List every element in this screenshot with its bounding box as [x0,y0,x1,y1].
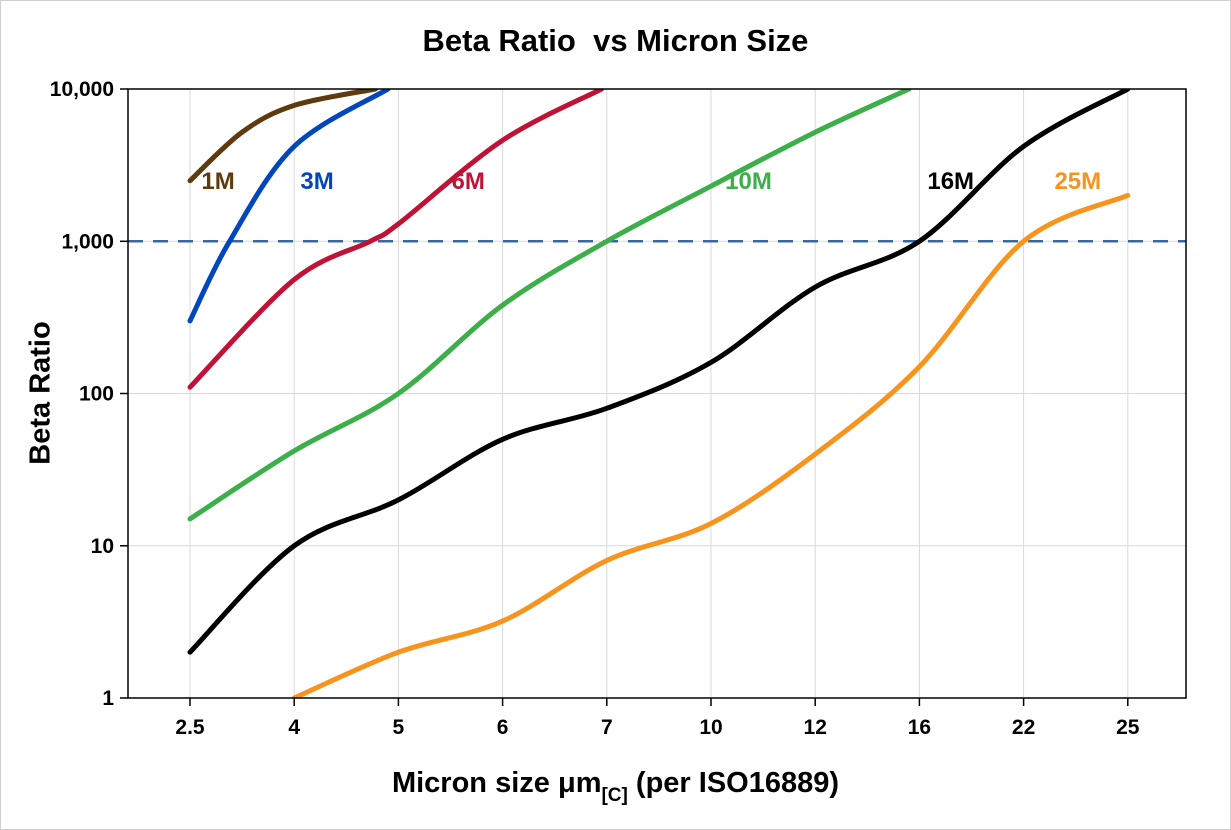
x-tick-label: 12 [804,716,827,739]
series-10M-line [187,89,912,522]
x-tick-label: 16 [908,716,931,739]
x-tick-label: 10 [699,716,722,739]
x-tick-label: 6 [497,716,509,739]
series-16M-line [187,89,1131,655]
series-3M-line [187,89,391,324]
series-10M-label: 10M [725,168,772,195]
y-tick-label: 10 [91,535,114,558]
y-tick-label: 10,000 [50,78,114,101]
gridlines [128,89,1186,698]
x-tick-label: 4 [288,716,300,739]
y-tick-label: 100 [79,383,114,406]
series-1M-line [187,89,378,184]
chart-title: Beta Ratio vs Micron Size [422,23,809,58]
series-6M-line [187,89,605,390]
x-axis-label-subscript: [C] [601,785,628,806]
tick-marks [120,88,1129,706]
y-tick-label: 1 [102,687,114,710]
series-3M-label: 3M [300,168,333,195]
x-axis-label: Micron size μm[C] (per ISO16889) [1,767,1230,807]
x-axis-label-suffix: (per ISO16889) [627,767,840,799]
y-tick-label: 1,000 [61,230,114,253]
x-tick-label: 5 [393,716,405,739]
series-6M-label: 6M [452,168,485,195]
series-25M-line [291,192,1131,698]
x-tick-label: 2.5 [175,716,205,739]
x-tick-label: 25 [1116,716,1140,739]
x-tick-label: 7 [601,716,613,739]
series-16M-label: 16M [927,168,974,195]
x-tick-label: 22 [1012,716,1035,739]
series-25M-label: 25M [1054,168,1101,195]
series-1M-label: 1M [201,168,234,195]
series-group [187,89,1131,698]
x-axis-label-main: Micron size μm [391,767,602,799]
